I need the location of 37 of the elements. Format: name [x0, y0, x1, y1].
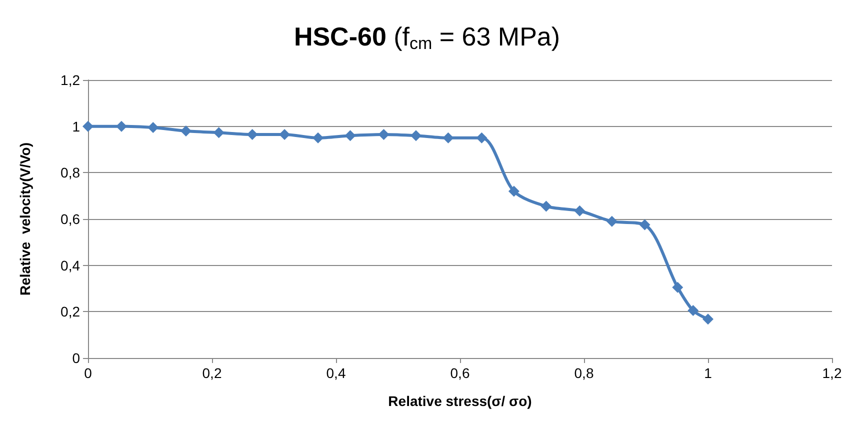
point: [639, 219, 650, 230]
point: [442, 132, 454, 144]
y-tick-label: 0: [72, 350, 80, 366]
x-tick-label: 1: [704, 365, 712, 381]
y-tick-label: 1: [72, 118, 80, 134]
point: [116, 120, 127, 132]
point: [574, 205, 586, 216]
point: [246, 128, 258, 140]
y-axis-title: Relative velocity(V/Vo): [17, 142, 33, 296]
x-tick-label: 0: [84, 365, 92, 381]
point: [702, 314, 714, 325]
y-tick-label: 0,2: [60, 304, 80, 320]
y-tick-label: 0,6: [60, 211, 80, 227]
point: [410, 130, 422, 142]
x-axis-title: Relative stress(σ/ σo): [388, 393, 532, 409]
x-tick-label: 0,6: [450, 365, 470, 381]
point: [279, 128, 290, 140]
y-tick-label: 1,2: [60, 72, 80, 88]
point: [540, 200, 552, 212]
point: [180, 125, 192, 136]
point: [476, 132, 488, 144]
point: [148, 122, 159, 133]
x-tick-label: 0,4: [326, 365, 346, 381]
point: [508, 186, 520, 197]
point: [606, 216, 618, 227]
point: [344, 130, 356, 142]
x-tick-label: 1,2: [822, 365, 842, 381]
x-tick-label: 0,2: [202, 365, 222, 381]
point: [672, 282, 684, 293]
point: [82, 120, 94, 132]
y-tick-label: 0,8: [60, 164, 80, 181]
y-tick-label: 0,4: [60, 257, 80, 274]
point: [688, 305, 699, 316]
point: [312, 132, 324, 144]
point: [378, 128, 390, 140]
x-tick-label: 0,8: [574, 365, 594, 381]
point: [213, 127, 224, 138]
